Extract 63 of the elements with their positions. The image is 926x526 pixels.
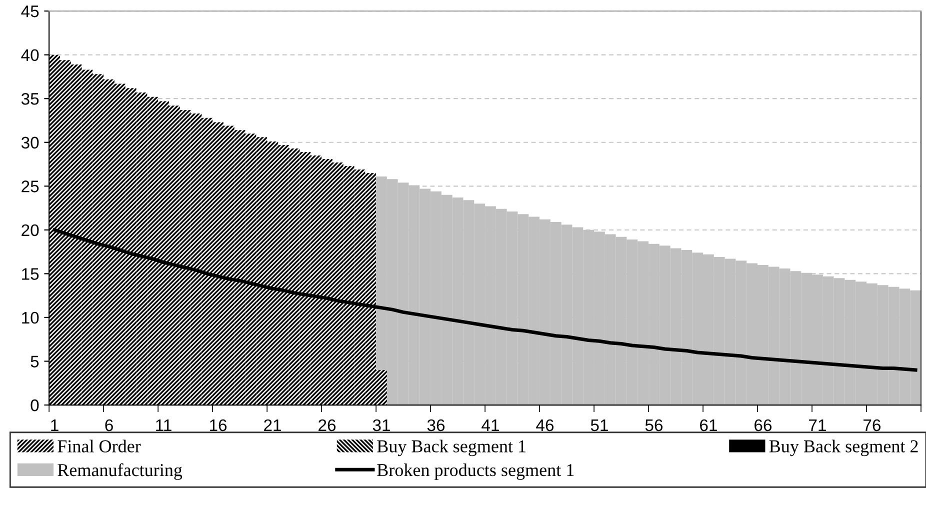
legend-label: Buy Back segment 2 <box>769 440 918 456</box>
bar <box>147 96 158 406</box>
x-tick-label: 66 <box>754 419 772 432</box>
bar <box>190 113 202 406</box>
bar <box>278 144 289 406</box>
x-tick-label: 51 <box>590 420 608 432</box>
bar <box>354 170 366 406</box>
x-tick-label: 16 <box>210 419 227 432</box>
y-tick-label: 15 <box>22 268 39 280</box>
bar <box>125 88 136 406</box>
y-tick-label: 45 <box>21 6 39 18</box>
y-tick-label: 20 <box>22 224 39 236</box>
legend-label: Broken products segment 1 <box>377 463 574 480</box>
bar <box>332 162 344 406</box>
bar <box>223 126 234 406</box>
bar <box>365 173 376 406</box>
x-tick-label: 1 <box>51 420 58 431</box>
bar <box>180 110 191 406</box>
x-tick-label: 71 <box>809 420 826 431</box>
bar <box>82 70 93 406</box>
y-tick-label: 0 <box>30 399 39 412</box>
bar <box>158 101 169 406</box>
x-tick-label: 31 <box>372 419 390 432</box>
bar <box>92 74 104 406</box>
legend-label: Final Order <box>58 440 141 452</box>
x-tick-label: 56 <box>645 419 663 432</box>
bar <box>256 137 268 406</box>
bar <box>376 370 387 406</box>
bar <box>70 64 82 406</box>
y-tick-label: 30 <box>21 136 39 149</box>
x-tick-label: 76 <box>864 419 880 432</box>
x-tick-label: 41 <box>482 420 499 431</box>
bar <box>267 141 278 406</box>
bar <box>288 148 300 406</box>
y-tick-label: 5 <box>30 356 39 368</box>
bar <box>343 166 354 406</box>
bar <box>310 156 322 406</box>
bar <box>245 134 256 406</box>
y-tick-label: 40 <box>21 49 39 62</box>
bar <box>300 152 311 406</box>
bar <box>202 118 213 406</box>
bar <box>114 84 126 406</box>
bar <box>49 54 60 406</box>
bar <box>60 60 71 406</box>
y-tick-label: 35 <box>21 92 39 105</box>
x-tick-label: 61 <box>700 419 717 432</box>
y-tick-label: 10 <box>22 312 39 324</box>
x-tick-label: 26 <box>318 419 336 432</box>
x-tick-label: 36 <box>427 419 445 432</box>
legend-label: Buy Back segment 1 <box>377 440 526 456</box>
line-series <box>52 228 918 372</box>
bar <box>136 92 148 406</box>
x-tick-label: 6 <box>105 419 113 432</box>
y-tick-label: 25 <box>22 180 39 192</box>
x-tick-label: 21 <box>264 419 281 431</box>
bar <box>234 130 246 406</box>
bar <box>168 106 180 406</box>
bar <box>104 79 114 406</box>
x-tick-label: 46 <box>536 419 554 432</box>
x-tick-label: 11 <box>156 420 172 431</box>
bar <box>212 122 224 406</box>
bar <box>322 159 332 406</box>
legend-label: Remanufacturing <box>58 463 182 480</box>
